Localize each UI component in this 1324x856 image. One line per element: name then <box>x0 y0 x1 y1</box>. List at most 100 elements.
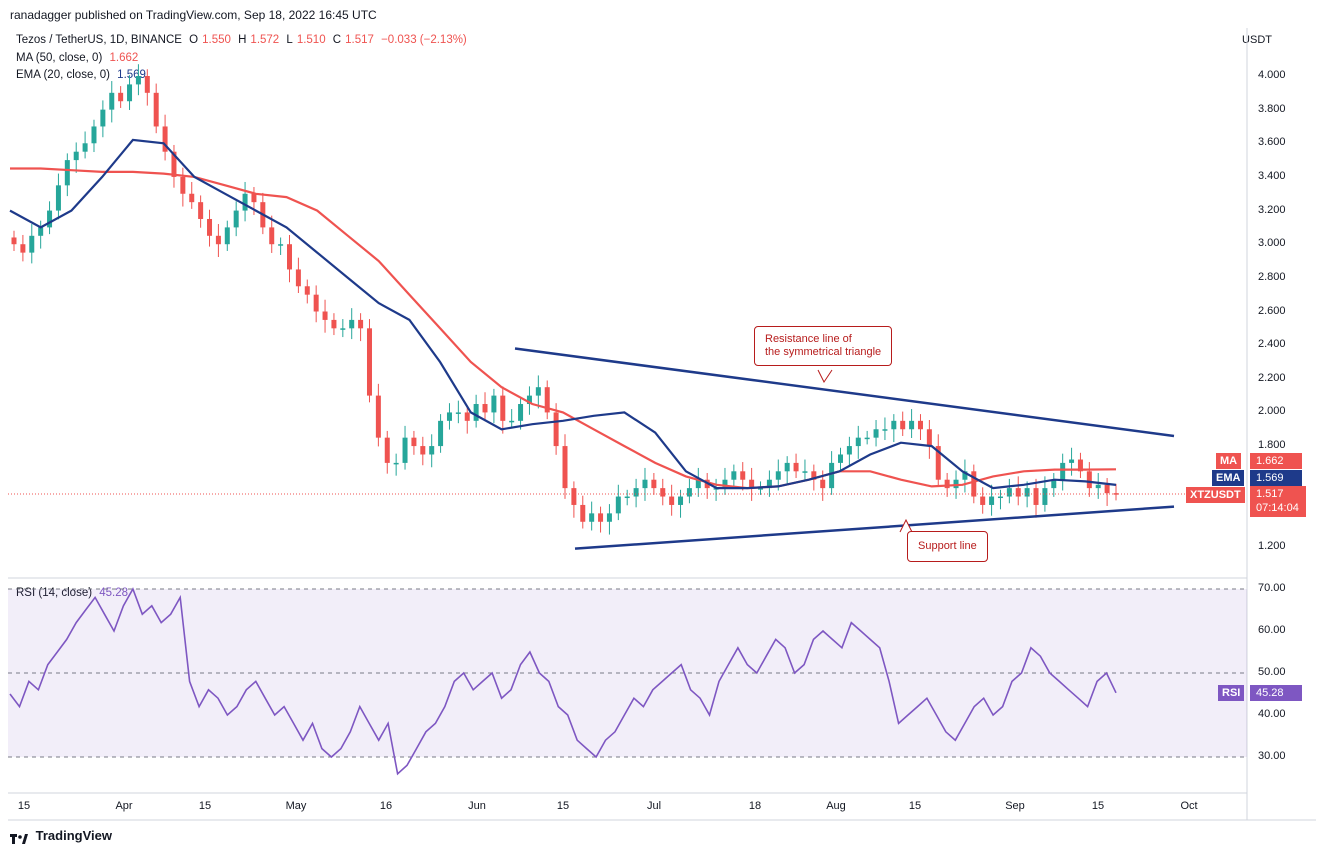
candle-body <box>1024 488 1030 497</box>
candle-body <box>233 210 239 228</box>
candle-body <box>242 193 248 211</box>
candle-body <box>64 160 70 186</box>
price-tick-label: 2.200 <box>1258 371 1286 384</box>
candle-body <box>900 420 906 430</box>
date-tick-label: Sep <box>1005 800 1025 812</box>
candle-body <box>47 210 53 228</box>
axis-unit: USDT <box>1242 34 1272 46</box>
symbol-tag-value: 1.517 <box>1256 488 1284 500</box>
support-trendline <box>574 505 1175 550</box>
candle-body <box>775 471 781 480</box>
rsi-tick-label: 40.00 <box>1258 708 1286 720</box>
price-tick-label: 3.000 <box>1258 237 1286 250</box>
candle-body <box>678 496 684 505</box>
ohlc-open: O 1.550 <box>189 34 231 46</box>
countdown: 07:14:04 <box>1256 502 1299 514</box>
price-tick-label: 2.000 <box>1258 405 1286 418</box>
candle-body <box>882 429 888 431</box>
resistance-trendline <box>514 347 1175 438</box>
candle-body <box>749 479 755 489</box>
date-tick-label: 15 <box>556 800 570 812</box>
candle-body <box>455 412 461 414</box>
candle-body <box>340 328 346 330</box>
candle-body <box>171 151 177 177</box>
rsi-tag-name: RSI <box>1218 685 1245 701</box>
candle-body <box>358 319 364 329</box>
symbol-tag-box: 1.517 07:14:04 <box>1250 486 1306 517</box>
candle-body <box>420 446 426 455</box>
candle-body <box>589 513 595 522</box>
date-tick-label: Jun <box>468 800 486 812</box>
resistance-callout-line1: Resistance line of <box>765 333 852 345</box>
candle-body <box>891 420 897 430</box>
candle-body <box>393 462 399 465</box>
support-callout-text: Support line <box>918 540 977 552</box>
symbol-tag-name: XTZUSDT <box>1186 487 1245 503</box>
tradingview-footer[interactable]: TradingView <box>10 828 112 844</box>
candle-body <box>429 446 435 455</box>
candle-body <box>500 395 506 421</box>
candle-body <box>518 404 524 421</box>
candle-body <box>598 513 604 522</box>
date-tick-label: 15 <box>198 800 212 812</box>
candle-body <box>864 437 870 440</box>
date-tick-label: Aug <box>826 800 846 812</box>
candle-body <box>384 437 390 463</box>
candle-body <box>731 471 737 480</box>
ma-legend-value: 1.662 <box>109 52 139 64</box>
candle-body <box>944 479 950 489</box>
candle-body <box>118 92 124 102</box>
candle-body <box>1015 488 1021 497</box>
candle-body <box>1069 459 1075 463</box>
candle-body <box>349 319 355 329</box>
candle-body <box>793 462 799 472</box>
ema-legend-label: EMA (20, close, 0) <box>16 69 110 81</box>
ma-tag-name: MA <box>1216 453 1242 469</box>
rsi-tick-label: 60.00 <box>1258 624 1286 636</box>
candle-body <box>509 420 515 423</box>
candle-body <box>491 395 497 413</box>
candle-body <box>1051 479 1057 489</box>
candle-body <box>29 235 35 253</box>
candle-body <box>144 76 150 93</box>
date-tick-label: 15 <box>1091 800 1105 812</box>
candle-body <box>820 479 826 489</box>
candle-body <box>1095 484 1101 489</box>
price-tick-label: 1.200 <box>1258 540 1286 552</box>
price-tick-label: 4.000 <box>1258 69 1286 81</box>
candle-body <box>953 479 959 489</box>
candle-body <box>971 471 977 497</box>
candle-body <box>1042 488 1048 505</box>
candle-body <box>642 479 648 489</box>
candle-body <box>473 404 479 421</box>
candle-body <box>1060 462 1066 480</box>
price-tick-label: 3.800 <box>1258 102 1286 115</box>
date-tick-label: Apr <box>115 800 133 812</box>
ma-legend: MA (50, close, 0) 1.662 <box>16 52 142 64</box>
candle-body <box>740 471 746 480</box>
candle-body <box>651 479 657 489</box>
ohlc-close: C 1.517 <box>332 34 374 46</box>
ohlc-change: −0.033 (−2.13%) <box>381 34 467 46</box>
resistance-callout-line2: the symmetrical triangle <box>765 346 882 358</box>
candle-body <box>526 395 532 405</box>
rsi-tick-label: 50.00 <box>1258 666 1286 678</box>
candle-body <box>313 294 319 312</box>
rsi-legend-value: 45.28 <box>99 587 129 599</box>
ema20-line <box>9 138 1117 490</box>
candle-body <box>366 328 372 396</box>
candle-body <box>1077 459 1083 472</box>
candle-body <box>917 420 923 430</box>
symbol-name: Tezos / TetherUS, 1D, BINANCE <box>16 34 182 46</box>
candle-body <box>446 412 452 421</box>
candle-body <box>402 437 408 463</box>
rsi-tag-value: 45.28 <box>1250 685 1302 701</box>
candle-body <box>989 496 995 505</box>
candle-body <box>722 479 728 489</box>
candle-body <box>669 496 675 505</box>
price-tick-label: 1.800 <box>1258 439 1286 452</box>
resistance-callout-pointer <box>817 369 833 383</box>
candle-body <box>162 126 168 152</box>
rsi-legend: RSI (14, close) 45.28 <box>16 587 132 599</box>
